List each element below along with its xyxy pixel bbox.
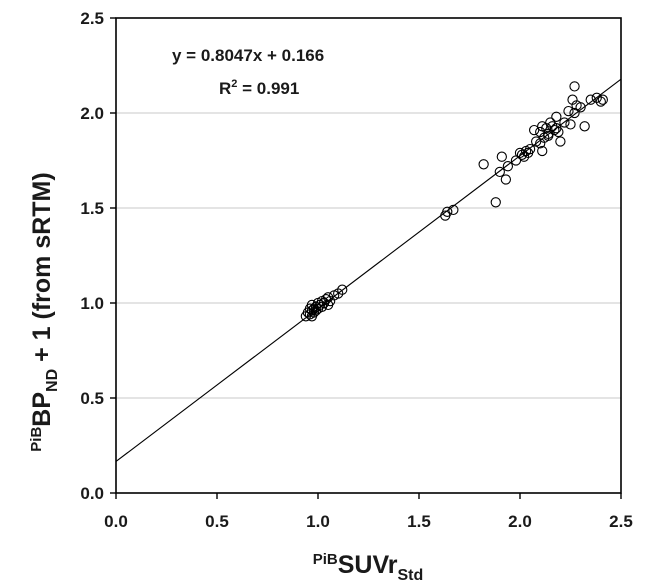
data-point — [559, 117, 570, 128]
regression-line-group — [115, 78, 622, 462]
data-point — [553, 126, 564, 138]
data-point — [478, 159, 489, 170]
axis-ticks: 0.0 0.5 1.0 1.5 2.0 2.5 0.0 0.5 1.0 1.5 2.0 2.5 — [80, 9, 632, 531]
data-point — [448, 204, 459, 216]
x-tick-label: 1.5 — [407, 512, 431, 531]
regression-line — [115, 78, 622, 462]
data-point — [569, 81, 580, 92]
data-point — [563, 105, 574, 117]
data-point — [551, 111, 562, 122]
y-tick-label: 1.5 — [80, 199, 104, 218]
x-axis-title: PiBSUVrStd — [313, 551, 424, 584]
x-tick-label: 1.0 — [306, 512, 330, 531]
data-point — [543, 128, 554, 140]
y-tick-label: 0.5 — [80, 389, 104, 408]
data-point — [494, 166, 505, 178]
data-point — [595, 96, 606, 107]
data-point — [555, 136, 566, 147]
data-point — [502, 161, 514, 172]
y-tick-label: 1.0 — [80, 294, 104, 313]
y-axis-title: PiBBPND + 1 (from sRTM) — [28, 172, 61, 451]
y-tick-label: 2.0 — [80, 104, 104, 123]
plot-frame — [115, 17, 622, 494]
x-tick-label: 0.0 — [104, 512, 128, 531]
fit-equation: y = 0.8047x + 0.166 — [172, 46, 324, 65]
data-point — [528, 124, 540, 136]
data-point — [490, 197, 501, 208]
data-point — [442, 206, 453, 217]
r-squared: R2 = 0.991 — [219, 78, 299, 98]
data-point — [524, 143, 536, 155]
data-point — [496, 151, 507, 162]
data-point — [575, 102, 586, 113]
grid-lines — [116, 112, 621, 399]
data-point — [565, 119, 576, 130]
data-point — [579, 121, 590, 132]
data-point — [597, 94, 608, 105]
data-point — [500, 174, 512, 185]
data-point — [537, 145, 548, 157]
x-tick-label: 2.0 — [508, 512, 532, 531]
x-tick-label: 0.5 — [205, 512, 229, 531]
x-tick-label: 2.5 — [609, 512, 633, 531]
data-point — [569, 107, 580, 119]
data-point — [337, 284, 348, 295]
data-point — [537, 121, 548, 132]
data-point — [318, 297, 330, 309]
y-tick-label: 2.5 — [80, 9, 104, 28]
data-points — [300, 81, 608, 322]
data-point — [585, 94, 596, 105]
y-tick-label: 0.0 — [80, 484, 104, 503]
data-point — [310, 305, 322, 316]
